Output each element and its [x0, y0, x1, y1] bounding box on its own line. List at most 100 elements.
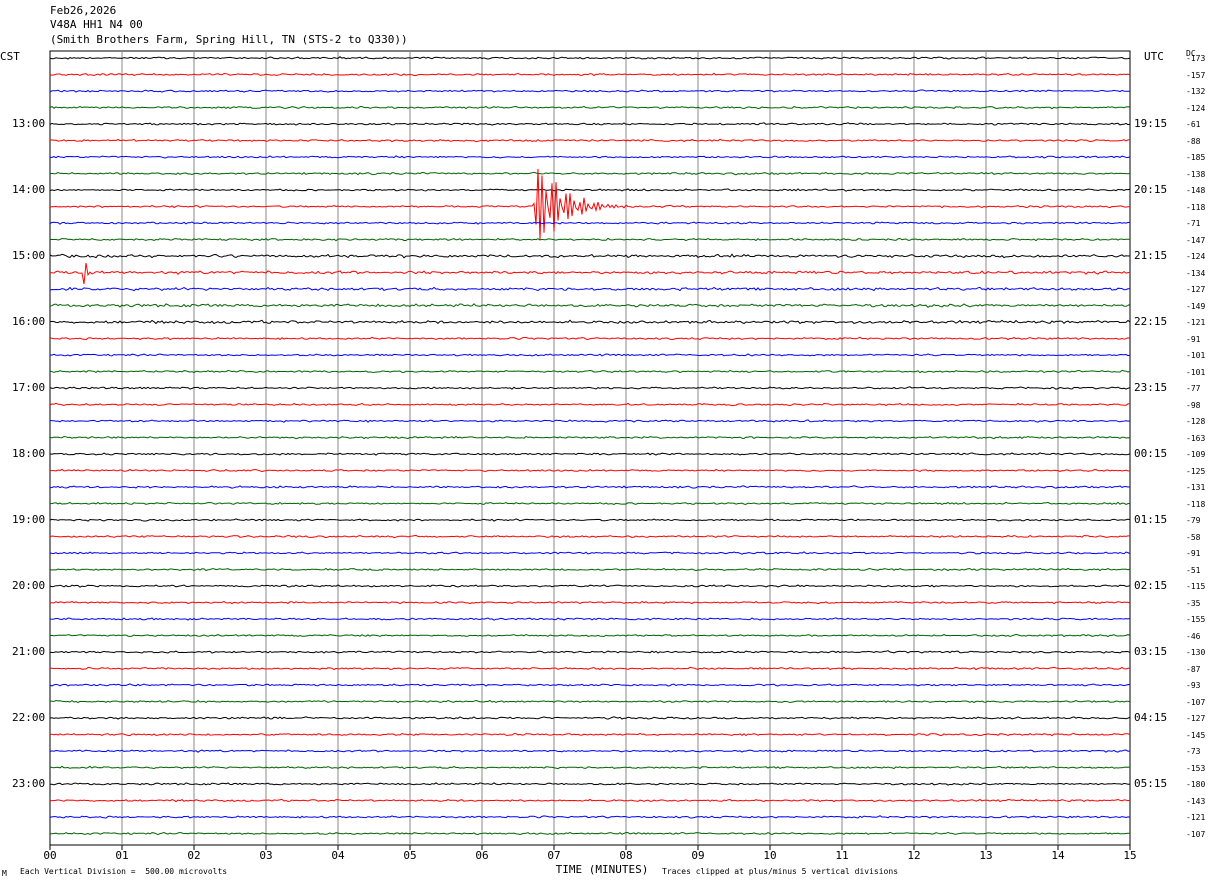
dc-offset-label: -134: [1186, 268, 1206, 278]
dc-offset-label: -109: [1186, 450, 1206, 459]
trace-line: [49, 303, 1131, 308]
trace-line: [49, 419, 1131, 423]
trace-line: [49, 815, 1131, 819]
dc-offset-label: -163: [1186, 433, 1206, 443]
trace-line: [49, 237, 1130, 242]
hour-label-utc: 00:15: [1134, 447, 1168, 460]
dc-offset-label: -115: [1186, 582, 1206, 591]
dc-offset-label: -77: [1186, 384, 1201, 393]
hour-label-local: 21:00: [12, 645, 46, 658]
x-tick-label: 14: [1051, 849, 1065, 862]
hour-label-utc: 20:15: [1134, 183, 1168, 196]
trace-line: [49, 501, 1131, 505]
dc-offset-label: -153: [1186, 763, 1206, 773]
trace-line: [49, 567, 1131, 572]
trace-line: [49, 286, 1131, 292]
dc-offset-label: -101: [1186, 351, 1206, 360]
hour-label-local: 20:00: [12, 579, 46, 592]
trace-line: [49, 168, 1130, 240]
trace-line: [49, 171, 1131, 176]
trace-line: [49, 650, 1131, 654]
trace-line: [50, 155, 1131, 159]
trace-line: [49, 353, 1131, 357]
dc-offset-label: -180: [1186, 780, 1206, 789]
dc-header: DC: [1186, 49, 1196, 58]
trace-line: [49, 518, 1131, 522]
trace-line: [49, 798, 1131, 803]
dc-offset-label: -35: [1186, 598, 1201, 608]
hour-label-local: 23:00: [12, 777, 46, 790]
trace-line: [49, 369, 1131, 374]
trace-line: [49, 551, 1131, 555]
trace-line: [49, 105, 1131, 110]
trace-line: [49, 666, 1131, 671]
dc-offset-label: -173: [1186, 54, 1206, 63]
x-tick-label: 04: [331, 849, 345, 862]
hour-label-local: 13:00: [12, 117, 46, 130]
dc-offset-label: -130: [1186, 648, 1206, 657]
trace-line: [49, 534, 1130, 539]
hour-label-utc: 19:15: [1134, 117, 1168, 130]
x-tick-label: 07: [547, 849, 561, 862]
timezone-right: UTC: [1144, 50, 1164, 63]
trace-line: [49, 683, 1131, 687]
x-tick-label: 13: [979, 849, 993, 862]
hour-label-local: 16:00: [12, 315, 46, 328]
dc-offset-label: -145: [1186, 730, 1206, 740]
x-tick-label: 02: [187, 849, 201, 862]
hour-label-local: 18:00: [12, 447, 46, 460]
x-tick-label: 10: [763, 849, 777, 862]
trace-line: [49, 263, 1131, 285]
dc-offset-label: -138: [1186, 169, 1206, 179]
x-tick-label: 00: [43, 849, 57, 862]
trace-line: [49, 319, 1131, 325]
dc-offset-label: -131: [1186, 483, 1206, 492]
dc-offset-label: -93: [1186, 681, 1201, 690]
dc-offset-label: -101: [1186, 367, 1206, 377]
dc-offset-label: -127: [1186, 714, 1206, 723]
dc-offset-label: -107: [1186, 829, 1206, 839]
trace-line: [49, 617, 1131, 621]
trace-line: [49, 253, 1131, 259]
dc-offset-label: -73: [1186, 747, 1201, 756]
dc-offset-label: -121: [1186, 813, 1206, 822]
x-tick-label: 01: [115, 849, 129, 862]
dc-offset-label: -88: [1186, 136, 1201, 146]
hour-label-utc: 21:15: [1134, 249, 1168, 262]
dc-offset-label: -127: [1186, 285, 1206, 294]
trace-line: [49, 600, 1131, 605]
dc-offset-label: -143: [1186, 796, 1206, 806]
dc-offset-label: -185: [1186, 153, 1206, 162]
dc-offset-label: -91: [1186, 334, 1201, 344]
dc-offset-label: -98: [1186, 400, 1201, 410]
x-tick-label: 05: [403, 849, 417, 862]
dc-offset-label: -118: [1186, 499, 1206, 509]
hour-label-utc: 05:15: [1134, 777, 1168, 790]
hour-label-utc: 04:15: [1134, 711, 1168, 724]
hour-label-local: 15:00: [12, 249, 46, 262]
hour-label-utc: 03:15: [1134, 645, 1168, 658]
hour-label-utc: 22:15: [1134, 315, 1168, 328]
plot-frame: [49, 50, 1131, 846]
dc-offset-label: -51: [1186, 565, 1201, 575]
trace-line: [50, 732, 1131, 737]
dc-offset-label: -149: [1186, 301, 1206, 311]
station-code: V48A HH1 N4 00: [50, 18, 143, 31]
clip-note: Traces clipped at plus/minus 5 vertical …: [662, 867, 899, 876]
trace-line: [49, 749, 1131, 753]
trace-line: [49, 699, 1131, 704]
x-tick-label: 09: [691, 849, 705, 862]
hour-label-utc: 01:15: [1134, 513, 1168, 526]
trace-line: [49, 716, 1131, 720]
trace-line: [49, 72, 1131, 77]
dc-offset-label: -157: [1186, 70, 1206, 80]
dc-offset-label: -125: [1186, 466, 1206, 476]
hour-label-local: 17:00: [12, 381, 46, 394]
dc-offset-label: -124: [1186, 103, 1206, 113]
scale-note: Each Vertical Division = 500.00 microvol…: [20, 867, 228, 876]
dc-offset-label: -118: [1186, 202, 1206, 212]
dc-offset-label: -58: [1186, 532, 1201, 542]
dc-offset-label: -124: [1186, 252, 1206, 261]
dc-offset-label: -132: [1186, 87, 1206, 96]
dc-offset-label: -148: [1186, 186, 1206, 195]
